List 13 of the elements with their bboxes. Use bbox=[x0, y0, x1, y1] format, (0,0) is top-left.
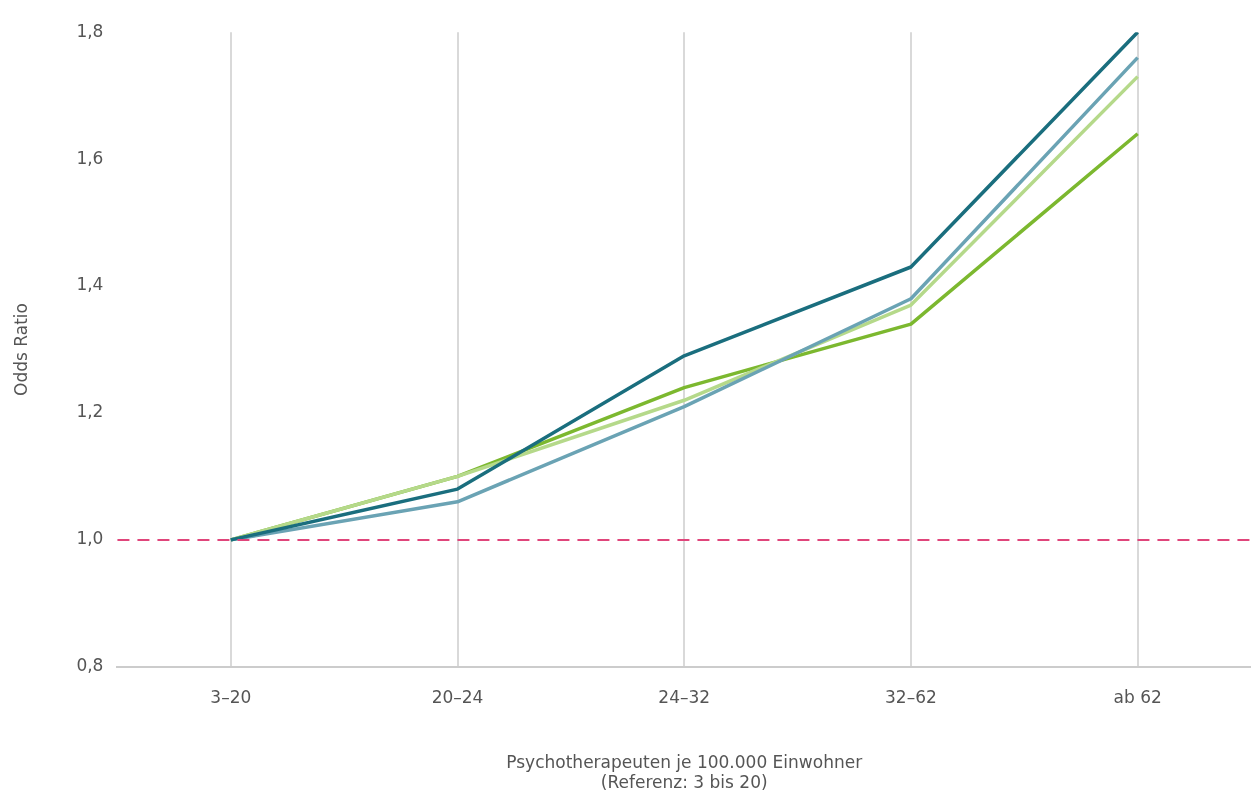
x-tick-label: 3–20 bbox=[210, 687, 252, 708]
x-tick-label: 24–32 bbox=[658, 687, 711, 708]
y-tick-label: 1,8 bbox=[76, 20, 104, 41]
y-tick-label: 1,2 bbox=[76, 401, 104, 422]
x-tick-label: ab 62 bbox=[1113, 687, 1162, 708]
x-axis-title: Psychotherapeuten je 100.000 Einwohner (Referenz: 3 bis 20) bbox=[506, 751, 863, 793]
y-tick-label: 1,4 bbox=[76, 274, 104, 295]
y-tick-label: 1,6 bbox=[76, 147, 104, 168]
y-axis-title: Odds Ratio bbox=[10, 303, 31, 396]
y-tick-label: 1,0 bbox=[76, 528, 104, 549]
x-tick-label: 20–24 bbox=[431, 687, 484, 708]
x-tick-label: 32–62 bbox=[885, 687, 937, 708]
y-tick-label: 0,8 bbox=[76, 655, 104, 676]
